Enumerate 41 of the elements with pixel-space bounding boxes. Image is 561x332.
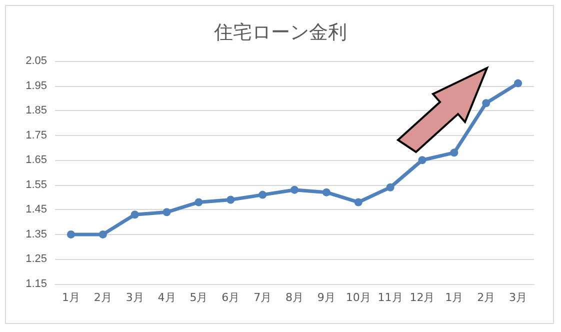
point (354, 198, 362, 206)
x-tick-label: 12月 (410, 291, 435, 304)
point (98, 230, 107, 238)
x-tick-label: 11月 (378, 291, 403, 304)
y-tick-label: 1.75 (26, 129, 47, 142)
point (162, 208, 171, 216)
y-tick-label: 1.35 (26, 228, 47, 240)
y-tick-label: 1.95 (26, 80, 47, 92)
x-tick-label: 3月 (126, 291, 144, 304)
point (194, 198, 203, 206)
point (418, 156, 426, 164)
y-tick-label: 1.25 (26, 253, 47, 266)
x-tick-label: 2月 (477, 291, 496, 304)
point (514, 79, 522, 88)
x-tick-label: 10月 (346, 291, 371, 304)
point (450, 148, 458, 157)
x-tick-label: 3月 (509, 291, 528, 304)
point (386, 183, 394, 192)
x-tick-label: 7月 (254, 291, 272, 304)
x-tick-label: 1月 (445, 291, 464, 304)
x-tick-label: 6月 (222, 291, 240, 304)
x-tick-label: 8月 (286, 291, 304, 304)
y-tick-label: 2.05 (26, 55, 47, 67)
point (258, 190, 267, 199)
point (66, 230, 75, 238)
x-tick-label: 9月 (317, 291, 336, 304)
point (482, 99, 490, 108)
x-tick-label: 5月 (190, 291, 208, 304)
y-tick-label: 1.55 (26, 178, 47, 191)
y-tick-label: 1.45 (26, 204, 47, 216)
y-tick-label: 1.65 (26, 154, 47, 166)
chart-title: 住宅ローン金利 (213, 22, 347, 44)
point (226, 196, 235, 204)
point (322, 188, 330, 196)
point (130, 210, 139, 219)
x-tick-label: 4月 (158, 291, 176, 304)
x-tick-label: 2月 (94, 291, 112, 304)
y-tick-label: 1.85 (26, 104, 47, 117)
y-tick-label: 1.15 (26, 278, 47, 290)
point (290, 186, 298, 194)
x-tick-label: 1月 (62, 291, 80, 304)
